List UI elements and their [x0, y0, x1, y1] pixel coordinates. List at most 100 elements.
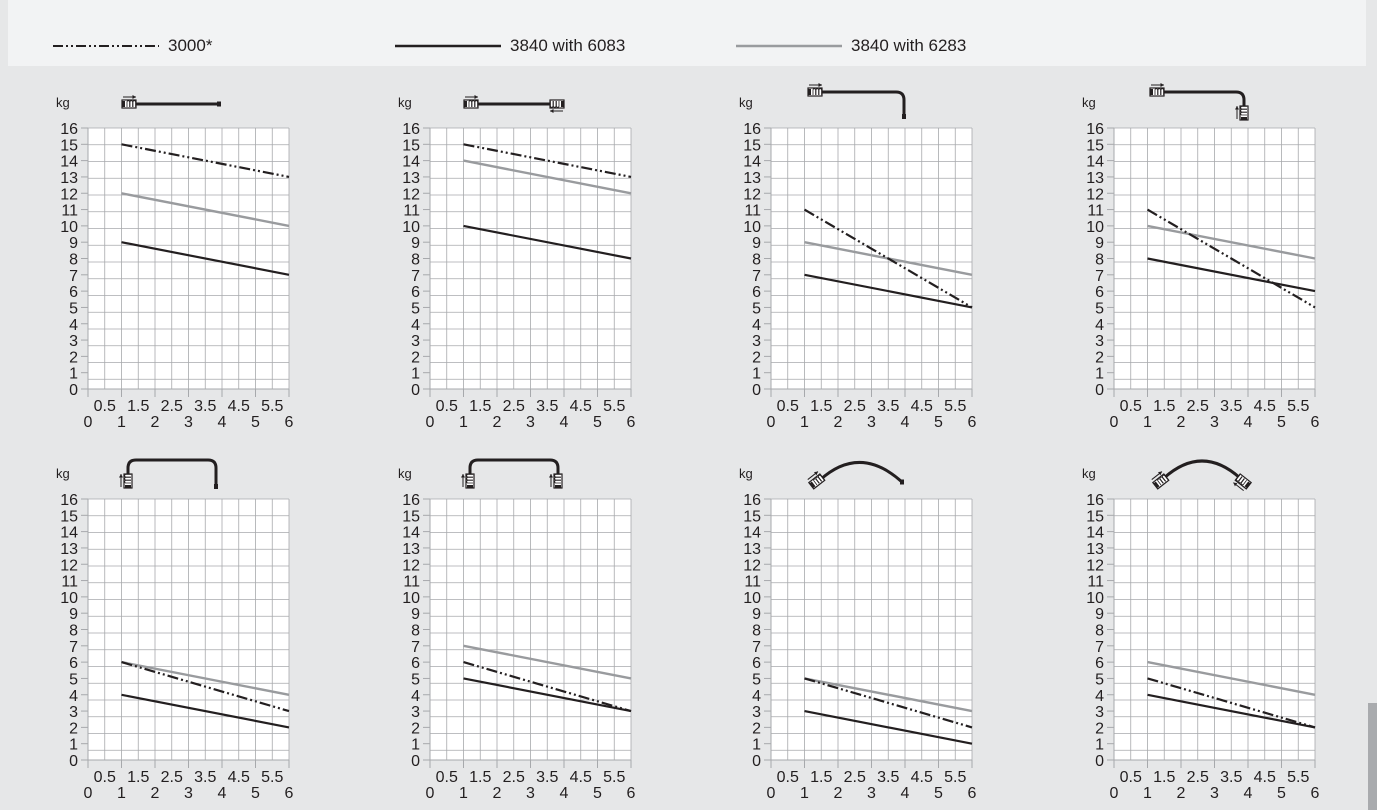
y-tick-label: 16	[402, 492, 420, 509]
y-tick-label: 5	[411, 300, 420, 317]
y-tick-label: 2	[1095, 720, 1104, 737]
x-tick-label: 3	[184, 414, 193, 431]
x-tick-label: 5	[934, 785, 943, 802]
series-line-s3000	[121, 143, 290, 178]
x-half-tick-label: 5.5	[603, 398, 625, 415]
legend-swatch-solid-gray	[736, 44, 842, 48]
feed-coil	[1240, 112, 1247, 116]
y-tick-label: 10	[60, 590, 78, 607]
feed-end	[1150, 89, 1153, 95]
legend-swatch-solid-black	[395, 44, 501, 48]
x-half-tick-label: 1.5	[127, 769, 149, 786]
y-tick-label: 6	[1095, 284, 1104, 301]
y-tick-label: 7	[69, 268, 78, 285]
x-half-tick-label: 2.5	[1187, 398, 1209, 415]
x-tick-label: 3	[184, 785, 193, 802]
y-axis-label: kg	[1082, 95, 1096, 110]
y-tick-label: 12	[1086, 557, 1104, 574]
feed-end	[555, 485, 561, 488]
feed-arrow-head	[474, 95, 478, 99]
x-tick-label: 3	[867, 785, 876, 802]
conduit	[818, 90, 906, 116]
feed-coil	[818, 474, 825, 482]
feed-coil	[468, 100, 472, 107]
feed-block	[807, 83, 823, 97]
feed-arrow-head	[818, 83, 822, 87]
y-tick-label: 9	[69, 606, 78, 623]
feed-block	[119, 473, 133, 489]
feed-arrow-head	[1235, 106, 1239, 110]
y-tick-label: 4	[1095, 688, 1104, 705]
y-tick-label: 6	[411, 284, 420, 301]
x-half-tick-label: 3.5	[536, 769, 558, 786]
series-line-s3000	[1146, 208, 1316, 309]
series-line-s6083	[804, 710, 973, 745]
x-half-tick-label: 0.5	[94, 769, 116, 786]
y-tick-label: 12	[1086, 186, 1104, 203]
legend-label-6083: 3840 with 6083	[510, 36, 626, 55]
y-tick-label: 8	[411, 623, 420, 640]
series-line-s6283	[804, 677, 973, 713]
x-tick-label: 1	[459, 785, 468, 802]
y-tick-label: 16	[60, 121, 78, 138]
y-tick-label: 11	[403, 203, 420, 220]
curved-end-feed-icon	[1149, 83, 1249, 121]
feed-block	[461, 473, 475, 489]
y-tick-label: 13	[743, 170, 761, 187]
y-tick-label: 16	[743, 121, 761, 138]
x-tick-label: 4	[901, 414, 910, 431]
y-tick-label: 10	[743, 590, 761, 607]
straight-feed-icon	[121, 95, 221, 109]
x-tick-label: 0	[426, 785, 435, 802]
feed-coil	[553, 101, 557, 108]
y-tick-label: 5	[752, 300, 761, 317]
y-axis-label: kg	[56, 95, 70, 110]
y-tick-label: 9	[752, 235, 761, 252]
x-tick-label: 4	[218, 414, 227, 431]
y-tick-label: 0	[752, 382, 761, 399]
y-tick-label: 6	[1095, 655, 1104, 672]
x-tick-label: 1	[1143, 414, 1152, 431]
x-tick-label: 6	[627, 414, 636, 431]
feed-block	[549, 473, 563, 489]
x-tick-label: 2	[493, 414, 502, 431]
y-tick-label: 15	[743, 508, 761, 525]
feed-coil	[556, 101, 560, 108]
x-tick-label: 3	[1210, 414, 1219, 431]
feed-coil	[815, 88, 819, 95]
series-line-s6083	[1147, 693, 1316, 729]
x-half-tick-label: 2.5	[844, 398, 866, 415]
feed-end	[467, 485, 473, 488]
x-tick-label: 4	[1244, 785, 1253, 802]
x-half-tick-label: 5.5	[1287, 769, 1309, 786]
legend-bar: 3000* 3840 with 6083 3840 with 6283	[8, 0, 1366, 66]
x-half-tick-label: 3.5	[1220, 398, 1242, 415]
series-line-s6283	[1147, 660, 1316, 696]
y-tick-label: 5	[752, 671, 761, 688]
feed-end	[464, 101, 467, 107]
y-tick-label: 1	[69, 366, 78, 383]
feed-coil	[129, 100, 133, 107]
y-axis-label: kg	[739, 95, 753, 110]
series-line-s6083	[463, 677, 632, 713]
x-half-tick-label: 1.5	[1153, 769, 1175, 786]
y-tick-label: 10	[402, 219, 420, 236]
feed-coil	[1160, 88, 1164, 95]
x-half-tick-label: 3.5	[194, 769, 216, 786]
y-tick-label: 4	[411, 317, 420, 334]
conduit	[818, 461, 904, 484]
y-tick-label: 4	[69, 688, 78, 705]
x-half-tick-label: 5.5	[1287, 398, 1309, 415]
x-half-tick-label: 5.5	[261, 769, 283, 786]
x-tick-label: 1	[459, 414, 468, 431]
x-tick-label: 1	[1143, 785, 1152, 802]
y-tick-label: 9	[411, 235, 420, 252]
y-tick-label: 1	[411, 737, 420, 754]
x-tick-label: 6	[968, 414, 977, 431]
y-tick-label: 7	[752, 639, 761, 656]
